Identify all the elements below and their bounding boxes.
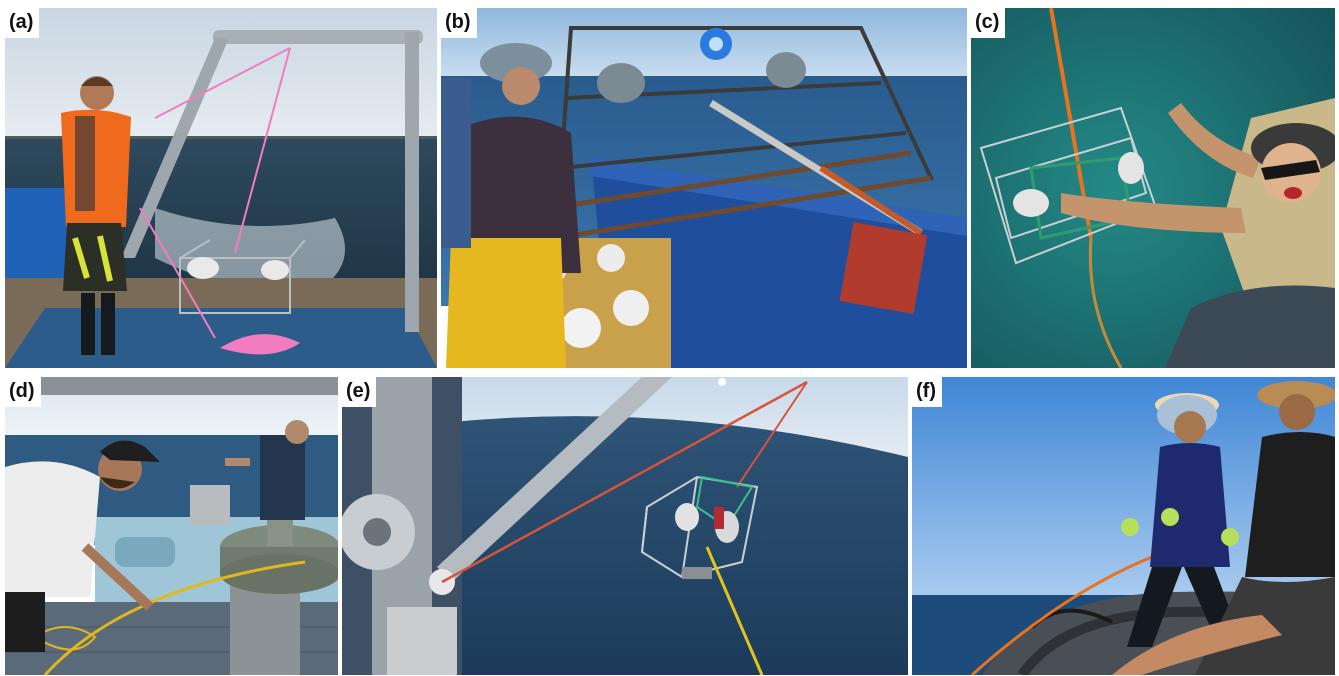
panel-label-c: (c) <box>971 8 1006 38</box>
inflatable-boat-rope-haul-photo <box>912 377 1335 675</box>
panel-label-a: (a) <box>5 8 40 38</box>
panel-label-e: (e) <box>342 377 377 407</box>
photo-panel-e: (e) <box>342 377 908 675</box>
turquoise-water-frame-photo <box>971 8 1335 368</box>
photo-panel-b: (b) <box>441 8 967 368</box>
capstan-winch-deck-photo <box>5 377 338 675</box>
camera-frame-handling-photo <box>441 8 967 368</box>
photo-panel-d: (d) <box>5 377 338 675</box>
photo-panel-c: (c) <box>971 8 1335 368</box>
panel-label-f: (f) <box>912 377 942 407</box>
panel-label-b: (b) <box>441 8 477 38</box>
davit-frame-over-sea-photo <box>342 377 908 675</box>
panel-label-d: (d) <box>5 377 41 407</box>
photo-panel-f: (f) <box>912 377 1335 675</box>
photo-panel-a: (a) <box>5 8 437 368</box>
boat-deck-deployment-photo <box>5 8 437 368</box>
